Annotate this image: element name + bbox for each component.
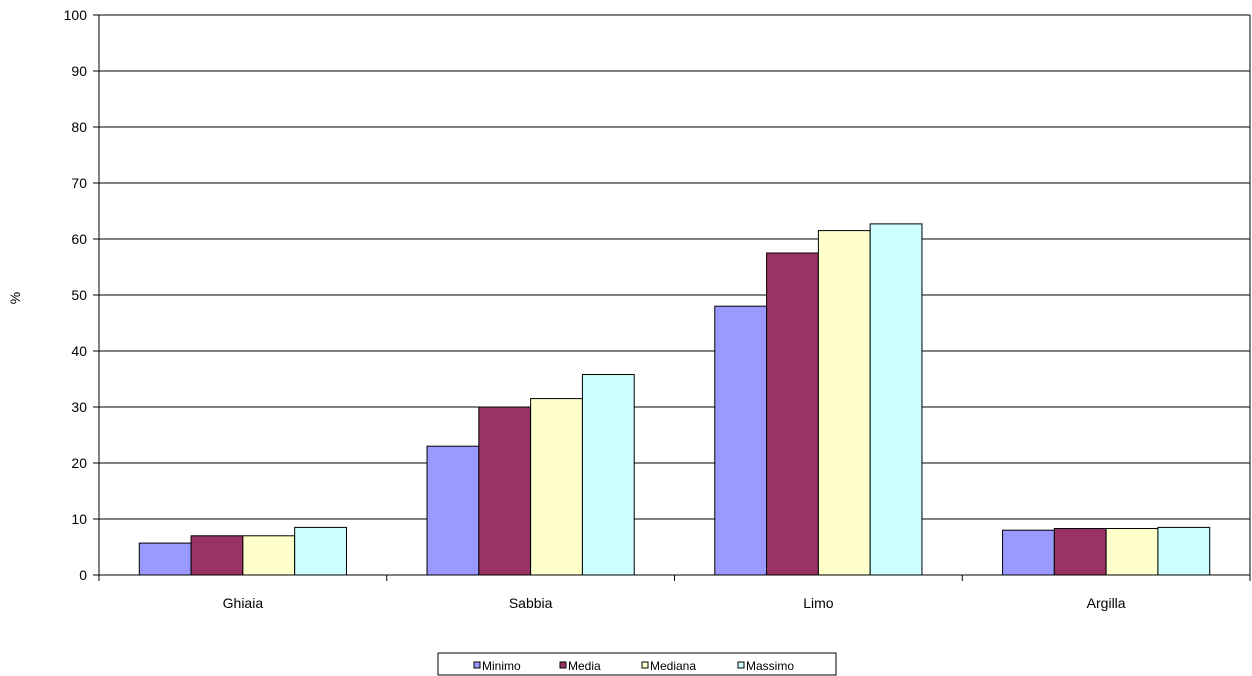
x-tick-label: Limo <box>803 595 834 611</box>
bar-ghiaia-media <box>190 535 244 576</box>
x-tick-label: Ghiaia <box>223 595 264 611</box>
y-tick-label: 90 <box>71 63 87 79</box>
legend-swatch-minimo <box>473 661 481 669</box>
x-tick-label: Sabbia <box>509 595 553 611</box>
axes <box>93 14 1251 581</box>
legend-label-media: Media <box>568 659 601 673</box>
x-tick-labels: Ghiaia Sabbia Limo Argilla <box>223 595 1126 611</box>
legend-label-minimo: Minimo <box>482 659 521 673</box>
bar-limo-mediana <box>817 230 871 576</box>
y-tick-label: 30 <box>71 399 87 415</box>
y-tick-label: 20 <box>71 455 87 471</box>
y-tick-label: 50 <box>71 287 87 303</box>
bar-argilla-massimo <box>1157 526 1211 576</box>
bar-sabbia-mediana <box>530 398 583 576</box>
gridlines <box>99 14 1250 520</box>
legend-swatch-massimo <box>737 661 745 669</box>
bar-ghiaia-minimo <box>138 542 192 576</box>
y-axis-title: % <box>7 292 23 304</box>
bar-argilla-minimo <box>1002 529 1055 576</box>
bars <box>138 223 1211 576</box>
bar-sabbia-minimo <box>426 445 480 576</box>
legend-box <box>437 652 837 676</box>
bar-limo-massimo <box>869 223 923 576</box>
bar-limo-media <box>766 252 819 576</box>
y-tick-label: 70 <box>71 175 87 191</box>
y-tick-label: 60 <box>71 231 87 247</box>
bar-ghiaia-mediana <box>242 535 296 576</box>
legend-swatch-media <box>559 661 567 669</box>
legend-swatch-mediana <box>641 661 649 669</box>
y-tick-label: 80 <box>71 119 87 135</box>
bar-limo-minimo <box>714 305 768 576</box>
y-tick-label: 10 <box>71 511 87 527</box>
bar-sabbia-massimo <box>581 374 635 576</box>
bar-ghiaia-massimo <box>294 526 347 576</box>
x-tick-label: Argilla <box>1087 595 1126 611</box>
legend-label-mediana: Mediana <box>650 659 696 673</box>
y-tick-labels: 0 10 20 30 40 50 60 70 80 90 100 <box>64 7 88 583</box>
bar-argilla-media <box>1053 528 1107 576</box>
bar-sabbia-media <box>478 406 532 576</box>
legend: Minimo Media Mediana Massimo <box>437 652 837 676</box>
y-tick-label: 40 <box>71 343 87 359</box>
y-tick-label: 0 <box>79 567 87 583</box>
legend-label-massimo: Massimo <box>746 659 794 673</box>
bar-argilla-mediana <box>1105 528 1159 576</box>
y-tick-label: 100 <box>64 7 88 23</box>
